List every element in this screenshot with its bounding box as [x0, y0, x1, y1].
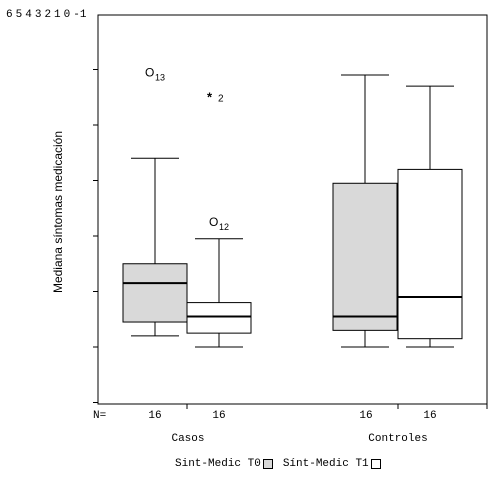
- outlier-label: 12: [219, 222, 229, 232]
- y-tick-label: 1: [54, 9, 61, 21]
- outlier-circle: O: [145, 65, 154, 79]
- n-label: N=: [93, 410, 106, 422]
- y-tick-label: 2: [44, 9, 51, 21]
- n-value: 16: [148, 410, 161, 422]
- y-axis-label: Mediana síntomas medicación: [51, 131, 65, 293]
- legend-entry-t1: Sínt-Medic T1: [283, 458, 381, 470]
- n-value: 16: [423, 410, 436, 422]
- outlier-circle: O: [209, 215, 218, 229]
- group-label: Controles: [368, 433, 427, 445]
- legend-label-t1: Sínt-Medic T1: [282, 458, 369, 470]
- box: [122, 263, 188, 323]
- legend-label-t0: Sint-Medic T0: [175, 458, 261, 470]
- box: [397, 168, 463, 340]
- legend-entry-t0: Sint-Medic T0: [175, 458, 273, 470]
- n-value: 16: [359, 410, 372, 422]
- legend-swatch-t1: [370, 459, 381, 469]
- y-tick-label: -1: [73, 9, 87, 21]
- legend-swatch-t0: [262, 459, 273, 469]
- box: [186, 302, 252, 334]
- plot-frame: [97, 14, 488, 405]
- y-tick-label: 0: [64, 9, 71, 21]
- legend: Sint-Medic T0 Sínt-Medic T1: [175, 458, 391, 470]
- y-tick-labels: 6 5 4 3 2 1 0 -1: [6, 9, 87, 21]
- outlier-label: 2: [218, 93, 224, 104]
- n-value: 16: [212, 410, 225, 422]
- outlier-label: 13: [155, 72, 165, 82]
- y-tick-label: 6: [6, 9, 13, 21]
- outlier-star: *: [207, 89, 213, 104]
- axes: [93, 14, 488, 409]
- y-tick-label: 5: [16, 9, 23, 21]
- box: [332, 182, 398, 331]
- y-tick-label: 4: [25, 9, 32, 21]
- group-label: Casos: [171, 433, 204, 445]
- y-tick-label: 3: [35, 9, 42, 21]
- group-labels: Casos 16 16 Controles 16 16: [148, 410, 436, 445]
